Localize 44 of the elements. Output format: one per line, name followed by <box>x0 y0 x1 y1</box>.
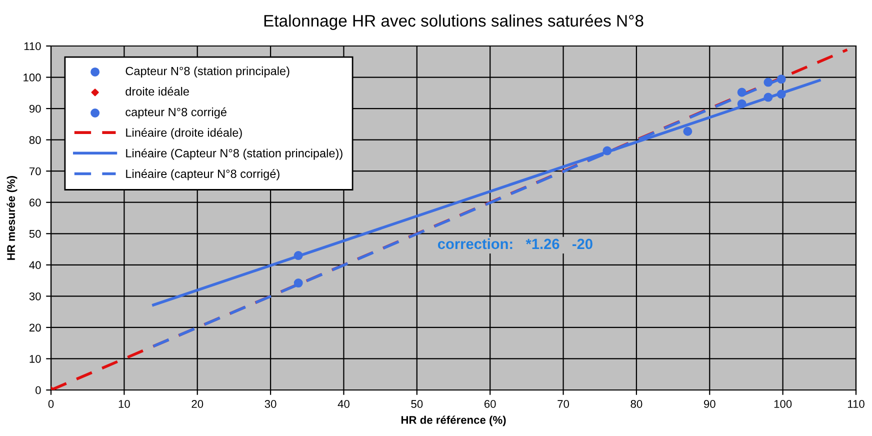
annotation: correction: *1.26 -20 <box>438 238 592 250</box>
x-tick-label: 100 <box>774 400 792 408</box>
x-tick-label: 0 <box>48 400 54 408</box>
legend-label: Linéaire (droite idéale) <box>126 128 242 140</box>
x-tick-label: 90 <box>704 400 716 408</box>
x-tick-label: 40 <box>338 400 350 408</box>
y-tick-label: 50 <box>29 230 41 238</box>
point <box>683 126 692 136</box>
legend-label: Capteur N°8 (station principale) <box>126 66 290 78</box>
y-tick-label: 100 <box>24 74 41 82</box>
y-tick-label: 10 <box>30 354 41 363</box>
legend-label: capteur N°8 corrigé <box>126 107 226 119</box>
point <box>737 88 746 97</box>
x-tick-label: 70 <box>558 400 570 408</box>
x-tick-label: 10 <box>118 400 130 408</box>
y-tick-label: 40 <box>29 261 41 270</box>
x-axis-title: HR de référence (%) <box>401 416 506 426</box>
point <box>294 251 303 260</box>
x-tick-label: 20 <box>192 400 204 408</box>
legend-label: Linéaire (Capteur N°8 (station principale)) <box>126 148 342 160</box>
point <box>764 78 773 87</box>
legend-label: Linéaire (capteur N°8 corrigé) <box>126 169 280 180</box>
point <box>294 278 303 288</box>
chart-title: Etalonnage HR avec solutions salines saturées N°8 <box>264 14 644 30</box>
y-tick-label: 80 <box>29 136 41 144</box>
point <box>776 90 786 99</box>
y-tick-label: 0 <box>36 386 41 394</box>
y-tick-label: 90 <box>29 104 41 113</box>
x-tick-label: 60 <box>484 400 496 408</box>
x-tick-label: 30 <box>264 400 276 408</box>
y-tick-label: 70 <box>29 167 41 176</box>
y-tick-label: 110 <box>24 42 41 50</box>
point <box>776 74 786 84</box>
point <box>602 146 612 156</box>
x-tick-label: 80 <box>630 400 642 408</box>
y-axis-title: HR mesurée (%) <box>6 176 18 260</box>
y-tick-label: 60 <box>29 198 41 206</box>
legend-label: droite idéale <box>126 86 189 96</box>
x-tick-label: 50 <box>411 400 423 408</box>
y-tick-label: 30 <box>29 292 41 300</box>
point <box>764 92 773 102</box>
point <box>737 99 746 108</box>
y-tick-label: 20 <box>29 324 41 332</box>
x-tick-label: 110 <box>848 400 864 408</box>
